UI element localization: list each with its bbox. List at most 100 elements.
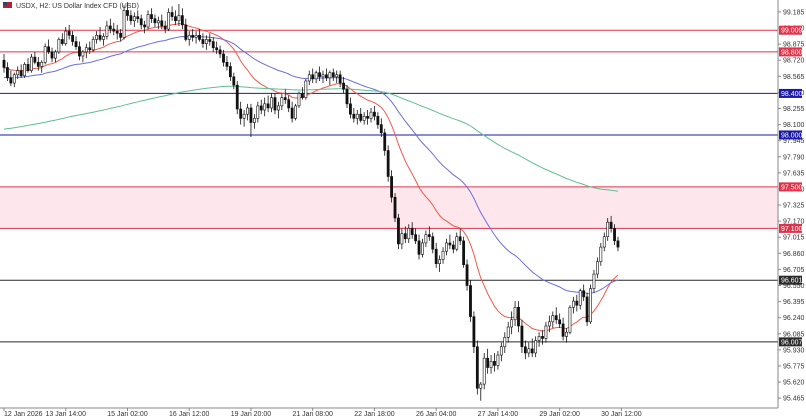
candle[interactable] [582,284,586,302]
candle[interactable] [469,280,472,322]
candle[interactable] [57,37,61,54]
candle[interactable] [91,36,95,52]
candle[interactable] [225,56,229,71]
candle[interactable] [50,47,54,63]
candle[interactable] [335,70,339,84]
candle[interactable] [98,26,102,42]
candle[interactable] [438,255,442,272]
candle[interactable] [26,58,30,73]
candle[interactable] [290,101,294,123]
candle[interactable] [366,110,369,125]
candle[interactable] [541,330,544,345]
candle[interactable] [578,288,582,310]
candle[interactable] [616,236,620,252]
candle[interactable] [40,60,44,73]
candle[interactable] [307,70,311,86]
candle[interactable] [95,31,99,44]
candle[interactable] [64,26,68,46]
candle[interactable] [129,10,133,25]
candle[interactable] [177,4,181,26]
candle[interactable] [263,97,267,117]
candle[interactable] [496,350,500,370]
candle[interactable] [414,228,418,244]
candle[interactable] [122,5,126,40]
candle[interactable] [328,70,332,86]
candle[interactable] [102,33,105,46]
candle[interactable] [276,101,280,119]
candle[interactable] [355,110,359,125]
candle[interactable] [146,10,150,30]
candle[interactable] [383,128,387,156]
candle[interactable] [222,49,225,67]
candle[interactable] [321,70,325,84]
candle[interactable] [71,31,75,46]
candle[interactable] [270,93,273,113]
candle[interactable] [561,317,565,341]
candle[interactable] [232,72,236,90]
candle[interactable] [376,112,380,129]
candle[interactable] [493,352,496,372]
candle[interactable] [84,43,88,59]
candle[interactable] [153,14,157,27]
candle[interactable] [256,101,260,123]
candle[interactable] [167,8,171,32]
candle[interactable] [510,311,514,335]
candle[interactable] [345,85,349,108]
candle[interactable] [54,49,57,63]
candle[interactable] [362,112,366,125]
candle[interactable] [451,240,455,254]
candle[interactable] [211,37,215,52]
candle[interactable] [60,33,64,46]
candle[interactable] [595,257,599,279]
candle[interactable] [191,29,195,42]
candle[interactable] [246,103,249,121]
candle[interactable] [520,319,524,353]
candle[interactable] [445,238,448,256]
candle[interactable] [462,236,466,268]
candle[interactable] [421,238,424,258]
candle[interactable] [527,342,531,358]
candle[interactable] [47,39,50,54]
candle[interactable] [132,12,136,27]
candle[interactable] [273,93,277,115]
candle[interactable] [407,224,411,243]
candle[interactable] [294,103,297,121]
candle[interactable] [434,242,438,268]
candle[interactable] [67,24,71,40]
candle[interactable] [352,107,356,123]
candle[interactable] [390,170,393,203]
candle[interactable] [606,218,610,241]
candle[interactable] [242,110,246,127]
candle[interactable] [458,228,462,246]
candle[interactable] [304,78,308,100]
candle[interactable] [143,20,147,34]
candle[interactable] [558,313,562,329]
candle[interactable] [575,294,579,312]
candle[interactable] [204,35,208,50]
candle[interactable] [400,228,404,250]
candle[interactable] [215,41,219,54]
candle[interactable] [228,62,232,81]
candle[interactable] [297,91,301,108]
candle[interactable] [318,66,321,81]
candle[interactable] [81,49,85,63]
candle[interactable] [112,22,116,36]
candle[interactable] [259,99,263,115]
candle[interactable] [397,213,400,250]
candle[interactable] [19,64,23,78]
candle[interactable] [530,338,534,358]
candle[interactable] [448,234,452,250]
candle[interactable] [163,20,167,34]
candle[interactable] [126,2,129,21]
candle[interactable] [208,33,212,46]
candle[interactable] [314,70,318,84]
candle[interactable] [43,43,47,65]
candle[interactable] [160,14,164,30]
candle[interactable] [194,31,198,44]
candle[interactable] [431,232,435,254]
candle[interactable] [537,332,541,347]
candle[interactable] [482,352,486,390]
candle[interactable] [239,101,243,125]
candle[interactable] [424,230,428,248]
candle[interactable] [410,222,414,239]
